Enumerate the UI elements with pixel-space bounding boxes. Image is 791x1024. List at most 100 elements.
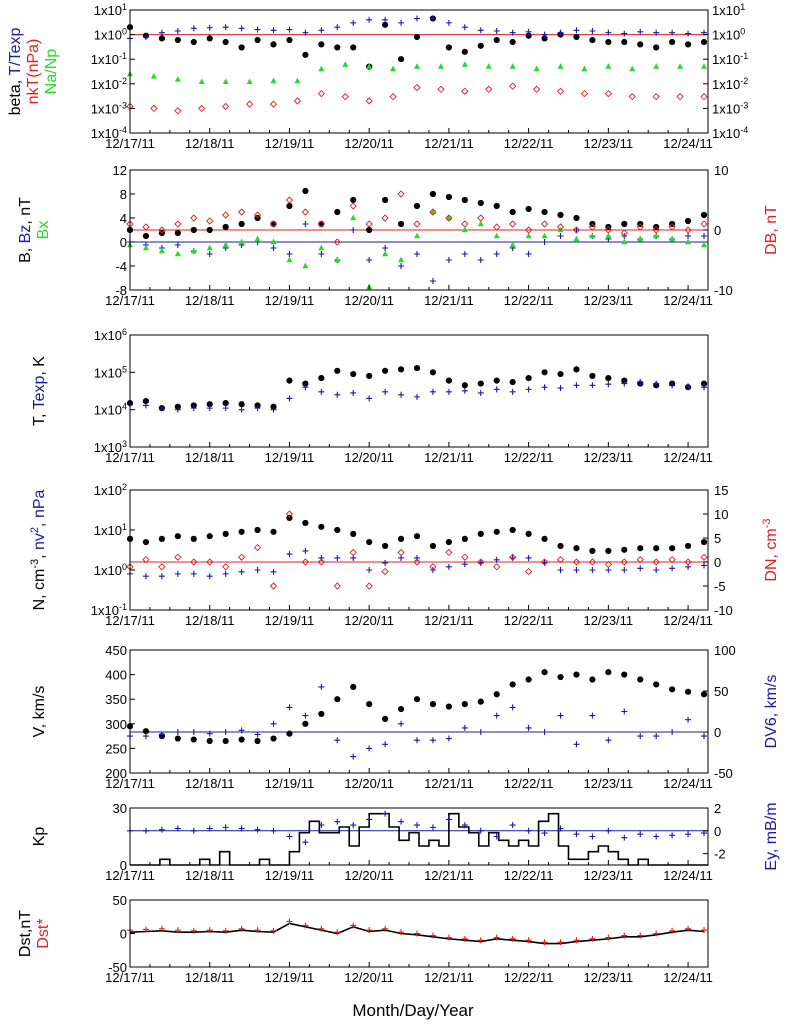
data-point-diamond <box>509 220 517 228</box>
data-point-plus <box>382 388 389 395</box>
x-tick-label: 12/23/11 <box>584 293 634 308</box>
data-point-plus <box>222 729 229 735</box>
data-point-plus <box>334 554 341 561</box>
data-point-diamond <box>429 563 437 571</box>
series-1 <box>127 15 708 42</box>
data-point-plus <box>158 731 165 738</box>
data-point-plus <box>541 939 548 946</box>
data-point-dot <box>190 226 197 234</box>
data-point-dot <box>573 366 580 373</box>
data-point-triangle <box>477 220 484 227</box>
panel-b: -8 -4 0 4 8 12 -10 0 10 12/17/11 12/18/11 12/19/11 1… <box>17 163 780 308</box>
data-point-plus <box>318 251 325 257</box>
data-point-plus <box>429 388 436 395</box>
data-point-plus <box>206 405 213 412</box>
panel-dst: -50 0 50 12/17/11 12/18/11 12/19/11 12/20/11 12… <box>17 893 713 985</box>
data-point-plus <box>334 24 341 31</box>
data-point-dot <box>397 366 405 373</box>
data-point-plus <box>477 937 484 944</box>
data-point-diamond <box>349 548 357 557</box>
data-point-dot <box>525 530 532 537</box>
y-tick-label: 300 <box>105 717 127 732</box>
data-point-diamond <box>485 85 493 93</box>
data-point-dot <box>206 35 213 42</box>
data-point-triangle <box>653 232 660 239</box>
data-point-plus <box>589 382 596 389</box>
data-point-triangle <box>414 63 421 69</box>
x-tick-label: 12/19/11 <box>265 293 315 308</box>
data-point-dot <box>477 530 484 537</box>
data-point-dot <box>684 542 692 550</box>
data-point-dot <box>461 382 468 389</box>
data-point-dot <box>653 545 660 552</box>
y-tick-label-right: 100 <box>714 643 736 658</box>
x-tick-label: 12/21/11 <box>424 293 474 308</box>
y-tick-label: -8 <box>115 283 127 298</box>
data-point-dot <box>174 36 181 44</box>
data-point-diamond <box>636 223 644 231</box>
y-tick-label-right: 0 <box>714 725 721 740</box>
data-point-triangle <box>629 65 636 72</box>
data-point-plus <box>461 724 468 731</box>
data-point-plus <box>142 33 149 40</box>
data-point-dot <box>461 535 468 542</box>
data-point-diamond <box>532 85 541 93</box>
data-point-triangle <box>533 65 540 72</box>
data-point-plus <box>669 729 676 735</box>
data-point-dot <box>302 380 309 387</box>
x-tick-label: 12/21/11 <box>424 450 474 465</box>
data-point-dot <box>445 538 452 546</box>
data-point-plus <box>238 727 245 734</box>
data-point-plus <box>557 712 564 719</box>
plot-frame <box>129 649 709 774</box>
data-point-diamond <box>198 104 206 113</box>
data-point-dot <box>142 232 150 240</box>
x-tick-label: 12/23/11 <box>584 868 634 883</box>
data-point-dot <box>270 41 277 48</box>
data-point-dot <box>366 372 373 380</box>
x-tick-label: 12/24/11 <box>663 868 713 883</box>
data-point-diamond <box>524 226 533 234</box>
y-tick-label-right: 1x10-2 <box>712 76 748 92</box>
data-point-diamond <box>604 560 612 569</box>
data-point-diamond <box>509 82 517 90</box>
data-point-dot <box>621 220 628 228</box>
data-point-dot <box>541 35 548 42</box>
data-point-triangle <box>270 238 277 245</box>
data-point-plus <box>445 934 452 941</box>
data-point-dot <box>302 187 309 195</box>
data-point-plus <box>366 745 373 752</box>
data-point-plus <box>509 29 516 36</box>
data-point-dot <box>238 44 245 51</box>
data-point-triangle <box>525 232 532 239</box>
data-point-diamond <box>301 558 310 566</box>
data-point-plus <box>318 388 325 395</box>
data-point-diamond <box>429 208 437 216</box>
x-tick-label: 12/21/11 <box>424 776 474 791</box>
data-point-plus <box>414 251 421 257</box>
x-tick-label: 12/20/11 <box>344 868 394 883</box>
data-point-diamond <box>556 555 565 564</box>
data-point-dot <box>493 202 500 210</box>
data-point-plus <box>445 563 452 570</box>
data-point-dot <box>382 196 389 204</box>
y-axis-label-right: DN, cm-3 <box>761 518 780 581</box>
data-point-dot <box>557 542 564 550</box>
y-tick-label: 1x101 <box>94 2 127 18</box>
x-tick-label: 12/22/11 <box>504 868 554 883</box>
y-axis-label: T, Texp, K <box>31 356 48 426</box>
y-axis-label-2: Dst* <box>35 918 52 948</box>
data-point-plus <box>477 827 484 834</box>
x-tick-label: 12/17/11 <box>105 776 155 791</box>
data-point-diamond <box>190 214 198 222</box>
data-point-dot <box>429 701 437 708</box>
x-tick-label: 12/24/11 <box>663 450 713 465</box>
data-point-plus <box>445 388 452 395</box>
data-point-dot <box>334 367 341 374</box>
series-0 <box>130 812 708 866</box>
data-point-diamond <box>158 226 166 234</box>
data-point-plus <box>158 925 165 932</box>
data-point-plus <box>573 937 580 944</box>
y-tick-label: 0 <box>120 858 127 873</box>
data-point-dot <box>684 217 692 225</box>
